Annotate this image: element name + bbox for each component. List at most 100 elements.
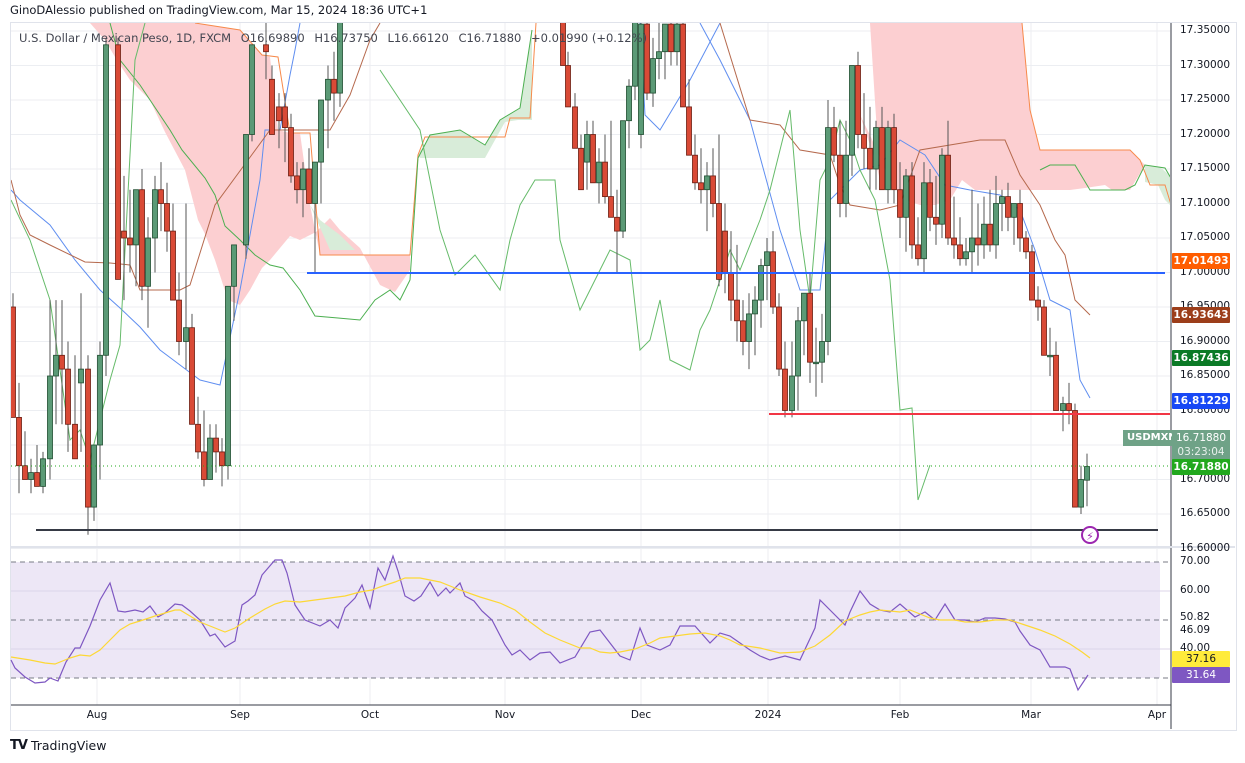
candle-up [650, 58, 656, 94]
candle-down [590, 134, 596, 184]
candle-down [282, 106, 288, 129]
candle-down [572, 106, 578, 149]
candle-up [183, 327, 189, 342]
candle-up [620, 120, 626, 232]
rsi-line [10, 554, 1089, 692]
tradingview-wordmark: TradingView [30, 738, 107, 753]
candle-up [584, 134, 590, 163]
candle-up [626, 85, 632, 122]
lightning-alert-icon[interactable]: ⚡ [1081, 526, 1099, 544]
candle-down [837, 154, 843, 204]
time-tick-label: Sep [230, 709, 250, 721]
candle-up [152, 189, 158, 239]
candle-up [103, 44, 109, 356]
candle-down [1072, 410, 1078, 508]
candle-down [219, 451, 225, 467]
candle-up [704, 175, 710, 191]
candle-down [686, 106, 692, 156]
candle-down [85, 368, 91, 508]
candle-up [632, 23, 638, 87]
candle-down [121, 230, 127, 239]
candle-up [903, 175, 909, 218]
tradingview-logo[interactable]: TV TradingView [10, 738, 106, 753]
price-tick-label: 17.15000 [1180, 162, 1231, 174]
time-tick-label: Apr [1147, 709, 1167, 721]
legend-close: C16.71880 [458, 31, 522, 45]
tenkan-sen-line-3 [699, 23, 1091, 399]
candle-up [801, 292, 807, 322]
candle-down [306, 168, 312, 204]
candle-down [933, 216, 939, 225]
candle-up [318, 99, 324, 163]
candle-down [11, 306, 16, 418]
candle-down [909, 175, 915, 246]
candle-down [915, 244, 921, 260]
candle-down [1035, 299, 1041, 308]
price-tick-label: 17.30000 [1180, 58, 1231, 71]
kijun-sen-tag: 16.93643 [1172, 307, 1230, 323]
candle-up [993, 203, 999, 246]
legend-symbol: U.S. Dollar / Mexican Peso, 1D, FXCM [19, 31, 232, 45]
price-tick-label: 16.85000 [1180, 369, 1231, 381]
candle-down [770, 251, 776, 308]
price-tick-label: 16.70000 [1180, 472, 1231, 485]
candle-down [710, 175, 716, 204]
rsi-tick-label: 50.82 [1180, 610, 1211, 623]
candle-up [40, 458, 46, 487]
candle-down [288, 127, 294, 177]
candle-down [776, 306, 782, 370]
price-tick-label: 16.65000 [1180, 507, 1231, 519]
candle-down [716, 203, 722, 280]
candle-down [164, 203, 170, 232]
candle-up [207, 437, 213, 480]
senkou-span-b-line [194, 23, 537, 256]
legend-change: +0.01990 (+0.12%) [531, 31, 648, 45]
candle-down [668, 23, 674, 53]
candle-up [764, 251, 770, 267]
candle-down [987, 223, 993, 246]
candle-down [680, 23, 686, 108]
legend-open: O16.69890 [240, 31, 305, 45]
candle-up [638, 23, 644, 135]
candle-down [722, 230, 728, 273]
candle-down [331, 78, 337, 94]
candle-up [752, 299, 758, 315]
candle-up [1060, 403, 1066, 411]
candle-down [176, 299, 182, 342]
tenkan-sen-tag: 16.81229 [1172, 393, 1230, 409]
candle-up [963, 251, 969, 260]
candle-down [957, 244, 963, 260]
price-tick-label: 17.25000 [1180, 93, 1231, 105]
ichimoku-group [11, 23, 1170, 501]
candle-down [945, 154, 951, 239]
rsi-tick-label: 46.09 [1180, 624, 1211, 637]
candle-down [692, 154, 698, 184]
candle-up [819, 341, 825, 363]
candle-up [656, 51, 662, 60]
candle-down [1066, 403, 1072, 411]
candle-down [644, 23, 650, 94]
candle-down [728, 272, 734, 301]
price-tick-label: 17.20000 [1180, 127, 1231, 140]
candle-up [596, 161, 602, 184]
candle-down [855, 65, 861, 135]
price-tick-label: 17.35000 [1180, 24, 1231, 36]
candle-down [975, 237, 981, 246]
legend-high: H16.73750 [314, 31, 378, 45]
candle-down [1023, 237, 1029, 253]
candle-up [312, 161, 318, 204]
candle-up [1047, 354, 1053, 358]
price-tick-label: 17.05000 [1180, 231, 1231, 243]
candle-down [158, 189, 164, 204]
candle-up [825, 127, 831, 342]
candle-down [127, 237, 133, 246]
candle-down [72, 423, 78, 460]
price-countdown-tag: 16.71880 03:23:04 [1172, 430, 1230, 461]
candle-up [795, 320, 801, 377]
candle-down [831, 127, 837, 156]
candle-down [867, 147, 873, 170]
candle-up [939, 154, 945, 225]
candle-up [243, 134, 249, 246]
bull-cloud-1 [418, 30, 532, 158]
